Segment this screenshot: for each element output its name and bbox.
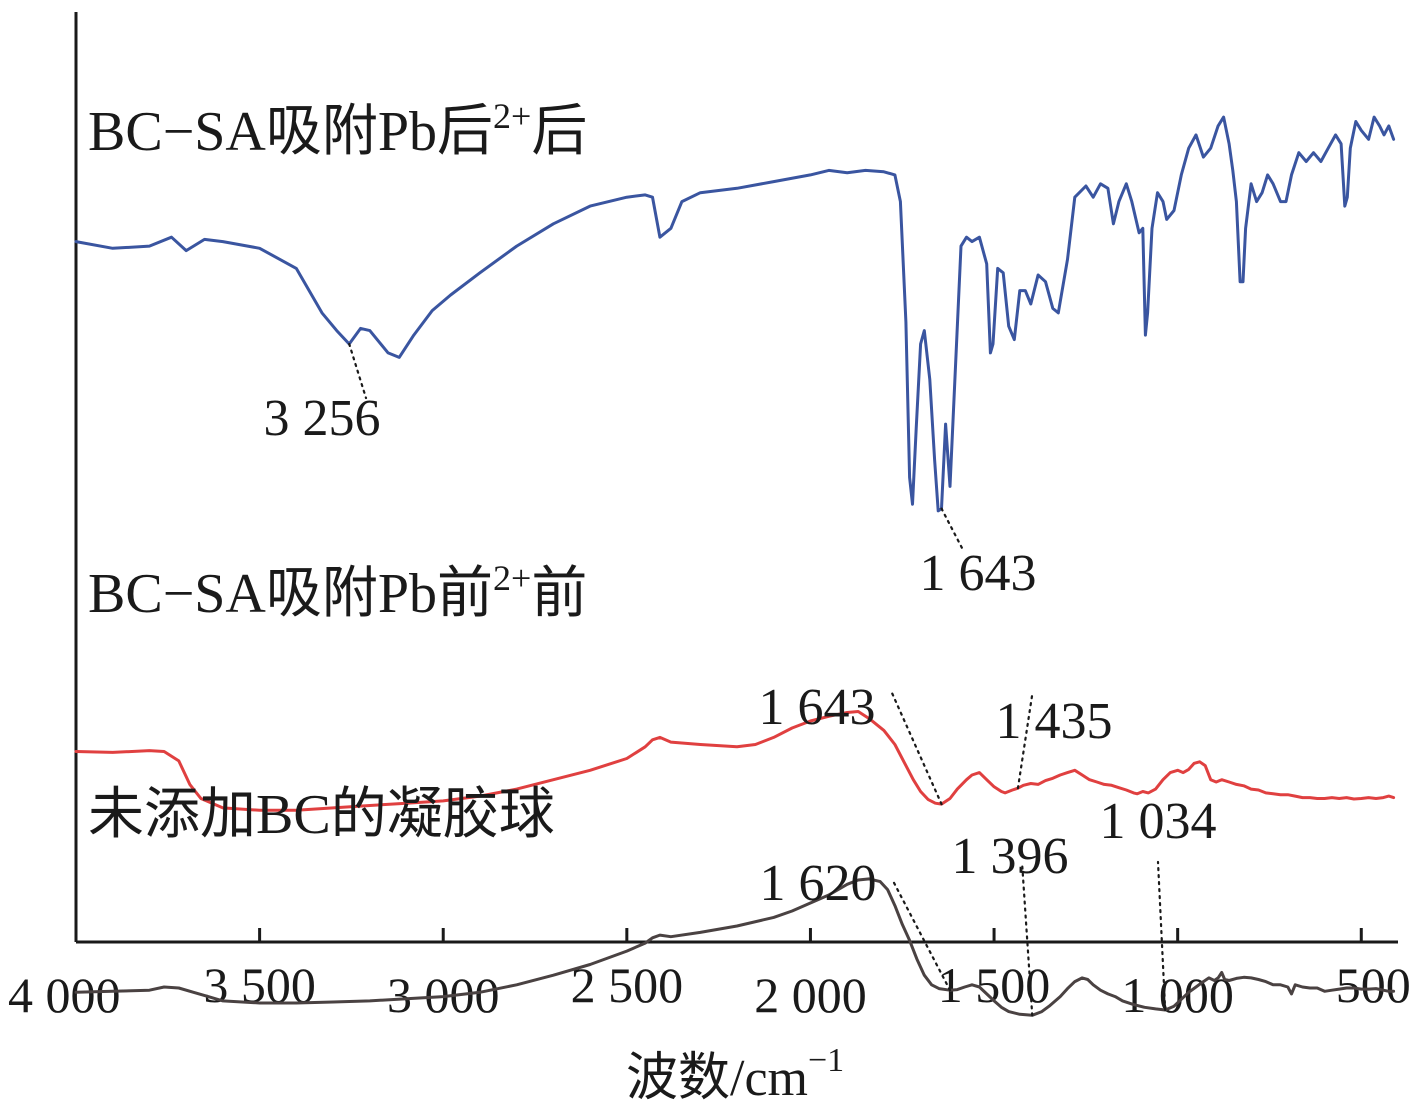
series-label-no-bc: 未添加BC的凝胶球 xyxy=(88,784,555,846)
peak-label: 1 620 xyxy=(760,855,877,912)
peak-label: 1 643 xyxy=(920,545,1037,602)
x-tick-label-1500: 1 500 xyxy=(938,957,1051,1013)
peak-leader-line xyxy=(1020,860,1034,1017)
spectrum-line-1 xyxy=(74,115,1396,513)
x-tick-label-2000: 2 000 xyxy=(754,967,867,1023)
peak-label: 1 034 xyxy=(1100,793,1217,850)
peak-leader-line xyxy=(1016,694,1034,790)
x-axis-ticks xyxy=(74,928,1363,942)
peak-label: 1 435 xyxy=(996,693,1113,750)
series-label-before: BC−SA吸附Pb前2+前 xyxy=(88,558,587,625)
peak-label: 1 396 xyxy=(952,828,1069,885)
peak-label: 1 643 xyxy=(759,679,876,736)
x-tick-label-1000: 1 000 xyxy=(1121,967,1234,1023)
peak-annotations: 3 256 1 643 1 643 1 435 1 620 1 396 1 034 xyxy=(264,342,1217,1017)
x-tick-label-2500: 2 500 xyxy=(571,957,684,1013)
peak-leader-line xyxy=(348,342,368,400)
peak-leader-line xyxy=(890,877,952,992)
spectrum-line-2 xyxy=(74,710,1396,812)
peak-leader-line xyxy=(940,507,964,550)
x-tick-label-3500: 3 500 xyxy=(203,957,316,1013)
peak-label: 3 256 xyxy=(264,390,381,447)
x-axis-tick-labels: 4 000 3 500 3 000 2 500 2 000 1 500 1 000 500 xyxy=(8,957,1411,1023)
x-tick-label-500: 500 xyxy=(1336,957,1411,1013)
series-label-after: BC−SA吸附Pb后2+后 xyxy=(88,96,587,163)
x-axis-title: 波数/cm−1 xyxy=(626,1042,844,1107)
x-tick-label-4000: 4 000 xyxy=(8,967,121,1023)
x-tick-label-3000: 3 000 xyxy=(387,967,500,1023)
peak-leader-line xyxy=(890,691,943,806)
